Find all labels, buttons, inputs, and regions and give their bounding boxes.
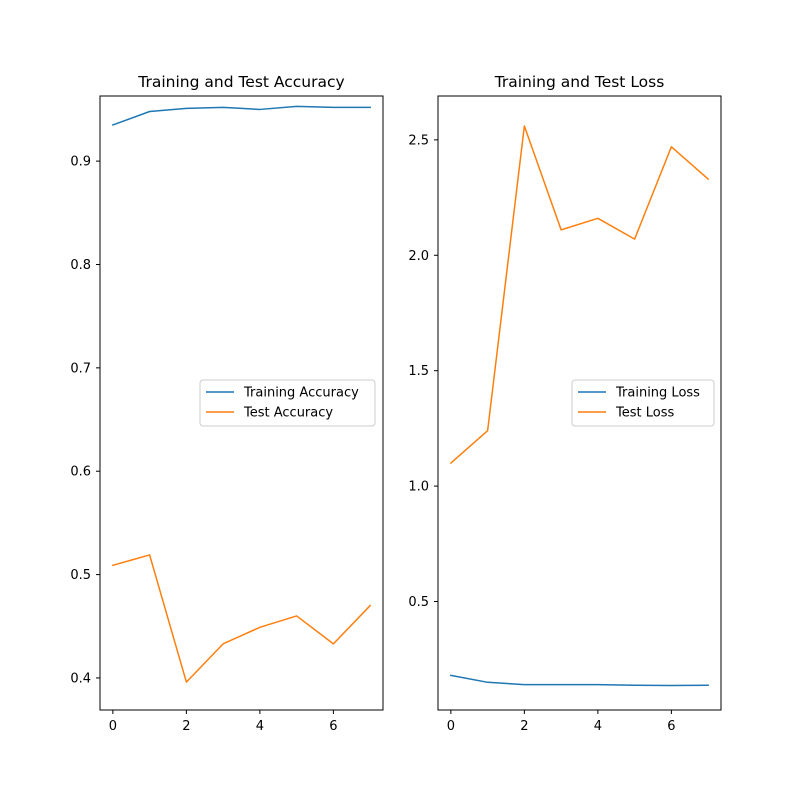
- chart-2-y-tick-label: 0.5: [408, 595, 429, 610]
- chart-1-legend-label-test-accuracy: Test Accuracy: [243, 406, 333, 421]
- chart-2-legend: Training Loss Test Loss: [571, 379, 715, 427]
- chart-2-legend-box: [571, 379, 715, 427]
- chart-1-y-tick-label: 0.7: [70, 361, 91, 376]
- chart-2-y-tick-label: 1.5: [408, 364, 429, 379]
- chart-1-legend: Training Accuracy Test Accuracy: [199, 379, 376, 427]
- chart-1-y-tick-label: 0.4: [70, 671, 91, 686]
- chart-1-axes-frame: [99, 95, 384, 711]
- chart-1-series-test-accuracy-line: [111, 554, 372, 683]
- chart-1-y-tick-label: 0.6: [70, 465, 91, 480]
- chart-2-y-tick-label: 1.0: [408, 480, 429, 495]
- chart-1-x-tick-label: 0: [109, 719, 117, 734]
- chart-2-x-tick-label: 6: [667, 719, 675, 734]
- chart-1-y-tick-label: 0.5: [70, 568, 91, 583]
- chart-2-x-tick-label: 4: [594, 719, 602, 734]
- chart-1-y-tick-label: 0.9: [70, 155, 91, 170]
- chart-1-x-tick-label: 4: [256, 719, 264, 734]
- chart-1-legend-label-training-accuracy: Training Accuracy: [243, 386, 359, 401]
- chart-2-x-tick-label: 2: [520, 719, 528, 734]
- chart-1-x-tick-label: 6: [329, 719, 337, 734]
- chart-2-y-tick-label: 2.0: [408, 249, 429, 264]
- chart-1-title: Training and Test Accuracy: [137, 73, 344, 91]
- chart-1-y-tick-label: 0.8: [70, 258, 91, 273]
- chart-2-legend-label-test-loss: Test Loss: [615, 406, 674, 421]
- chart-2-x-tick-label: 0: [447, 719, 455, 734]
- chart-1-series-training-accuracy-line: [111, 105, 371, 126]
- chart-1-x-tick-label: 2: [182, 719, 190, 734]
- chart-2-axes-frame: [437, 95, 722, 711]
- chart-2-y-tick-label: 2.5: [408, 133, 429, 148]
- chart-2-legend-label-training-loss: Training Loss: [615, 386, 700, 401]
- chart-2-series-training-loss-line: [449, 674, 709, 687]
- chart-2-series-test-loss-line: [449, 125, 710, 465]
- chart-1-panel: Training and Test Accuracy 0 2 4 6 0.4 0.5 0.6 0…: [70, 73, 384, 734]
- chart-2-title: Training and Test Loss: [494, 73, 665, 91]
- chart-1-legend-box: [199, 379, 376, 427]
- chart-2-panel: Training and Test Loss 0 2 4 6 0.5 1.0 1.5 2.0 2.…: [408, 73, 722, 734]
